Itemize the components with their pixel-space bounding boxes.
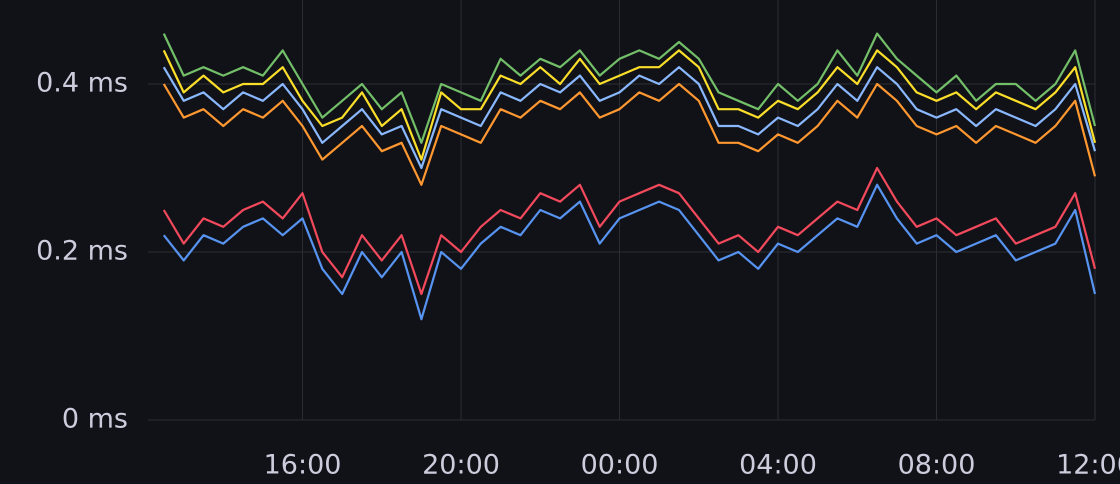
y-tick-label: 0 ms <box>62 404 128 435</box>
series-line <box>162 82 1097 186</box>
y-tick-label: 0.4 ms <box>36 68 128 99</box>
x-tick-label: 04:00 <box>739 450 817 481</box>
series-line <box>162 183 1097 321</box>
x-tick-label: 00:00 <box>581 450 659 481</box>
x-tick-label: 16:00 <box>264 450 342 481</box>
series-line <box>162 32 1097 144</box>
series-line <box>162 49 1097 161</box>
series-line <box>162 166 1097 296</box>
x-tick-label: 08:00 <box>898 450 976 481</box>
x-tick-label: 20:00 <box>422 450 500 481</box>
y-tick-label: 0.2 ms <box>36 236 128 267</box>
x-tick-label: 12:00 <box>1056 450 1120 481</box>
series-line <box>162 66 1097 170</box>
